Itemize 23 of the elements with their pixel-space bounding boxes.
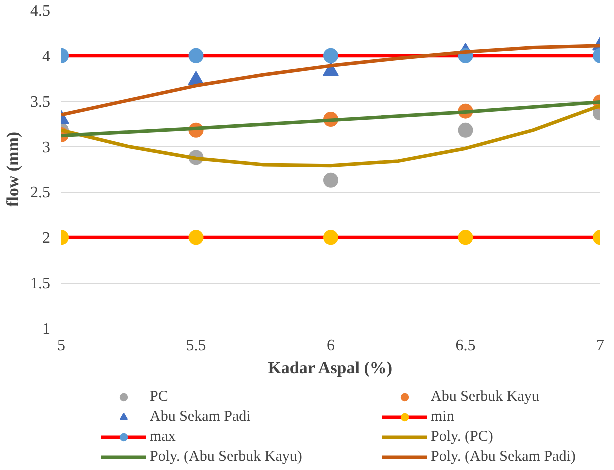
legend-label: Poly. (PC) bbox=[431, 428, 494, 446]
x-axis-title: Kadar Aspal (%) bbox=[268, 358, 393, 378]
x-tick-label: 6.5 bbox=[456, 338, 476, 354]
legend-label: max bbox=[150, 428, 177, 446]
y-tick-label: 4.5 bbox=[30, 3, 50, 20]
y-tick-label: 1 bbox=[42, 321, 50, 338]
y-tick-label: 2.5 bbox=[30, 184, 50, 202]
y-tick-label: 3.5 bbox=[30, 94, 50, 111]
y-tick-label: 4 bbox=[42, 48, 50, 66]
y-tick-label: 2 bbox=[42, 230, 50, 248]
x-tick-label: 7 bbox=[596, 338, 604, 354]
x-tick-label: 5 bbox=[58, 338, 66, 354]
legend-label: Poly. (Abu Sekam Padi) bbox=[431, 448, 577, 466]
y-tick-label: 1.5 bbox=[30, 276, 50, 293]
y-axis-title: flow (mm) bbox=[4, 132, 22, 208]
legend-label: min bbox=[431, 408, 456, 426]
legend-label: Abu Sekam Padi bbox=[150, 408, 252, 426]
legend-label: Poly. (Abu Serbuk Kayu) bbox=[150, 448, 304, 466]
x-tick-label: 5.5 bbox=[186, 338, 206, 354]
x-tick-label: 6 bbox=[327, 338, 335, 354]
legend-label: PC bbox=[150, 388, 170, 406]
y-tick-label: 3 bbox=[42, 139, 50, 156]
legend-label: Abu Serbuk Kayu bbox=[431, 388, 540, 406]
